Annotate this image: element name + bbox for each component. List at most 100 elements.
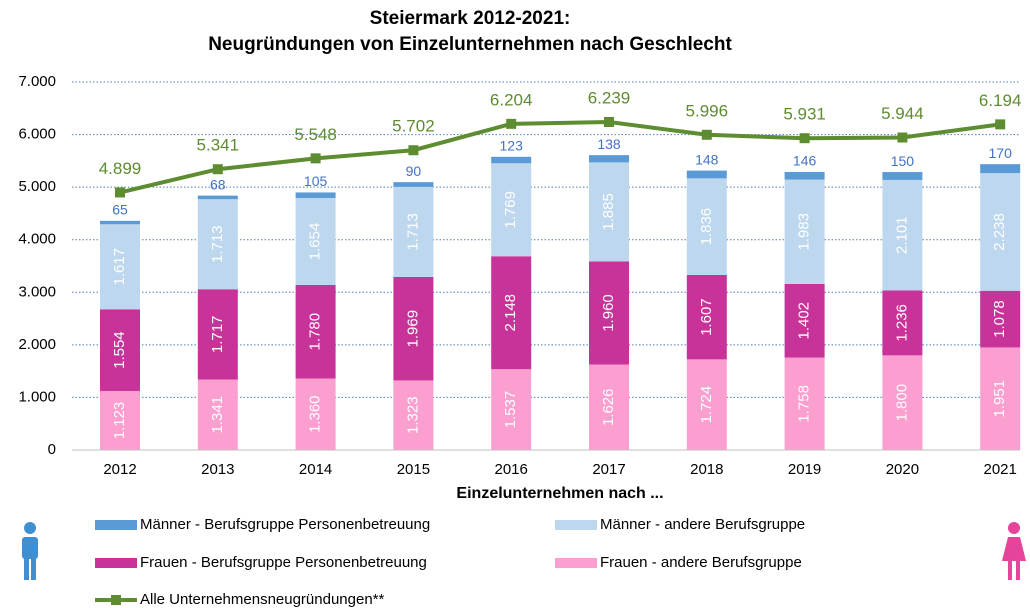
data-label: 1.607 <box>698 298 715 336</box>
data-label: 5.341 <box>197 136 240 155</box>
line-marker <box>212 164 223 175</box>
data-label: 1.724 <box>698 386 715 424</box>
bar-segment <box>295 197 336 285</box>
data-label: 68 <box>210 176 226 192</box>
data-label: 1.836 <box>698 208 715 246</box>
data-label: 1.951 <box>991 380 1008 418</box>
x-tick-label: 2015 <box>397 461 430 478</box>
data-label: 1.800 <box>893 384 910 422</box>
data-label: 105 <box>304 173 328 189</box>
data-label: 146 <box>793 153 817 169</box>
bar-segment <box>882 179 923 291</box>
x-tick-label: 2019 <box>788 461 821 478</box>
data-label: 65 <box>112 202 128 218</box>
bar-segment <box>980 347 1021 450</box>
male-icon <box>22 522 38 580</box>
bar-segment <box>882 290 923 356</box>
x-tick-label: 2018 <box>690 461 723 478</box>
bar-segment <box>295 284 336 379</box>
x-tick-label: 2012 <box>103 461 136 478</box>
data-label: 6.204 <box>490 90 533 109</box>
x-tick-label: 2020 <box>886 461 919 478</box>
line-marker <box>897 132 908 143</box>
data-label: 1.554 <box>111 331 128 369</box>
data-label: 1.885 <box>600 193 617 231</box>
line-marker <box>408 145 419 156</box>
data-label: 170 <box>989 145 1013 161</box>
line-marker <box>604 117 614 128</box>
bar-segment <box>491 256 532 370</box>
bar-segment <box>589 261 629 365</box>
female-icon <box>1002 522 1026 580</box>
data-label: 1.236 <box>893 304 910 342</box>
legend-label: Männer - andere Berufsgruppe <box>600 516 805 533</box>
bar-segment <box>784 357 825 450</box>
data-label: 1.960 <box>600 294 617 332</box>
data-label: 1.617 <box>111 248 128 286</box>
bar-segment <box>589 364 629 450</box>
legend-label: Männer - Berufsgruppe Personenbetreuung <box>140 516 430 533</box>
bar-segment <box>980 164 1021 174</box>
bar-segment <box>393 380 434 450</box>
x-tick-label: 2017 <box>592 461 625 478</box>
bar-segment <box>686 170 727 179</box>
data-label: 6.194 <box>979 91 1022 110</box>
bar-segment <box>100 390 140 450</box>
line <box>119 120 1001 195</box>
bar-segment <box>197 199 238 290</box>
chart-subtitle: Neugründungen von Einzelunternehmen nach… <box>208 34 732 55</box>
bar-segment <box>393 182 434 187</box>
data-label: 150 <box>891 153 915 169</box>
legend-swatch <box>555 520 597 530</box>
line-marker <box>701 129 712 140</box>
data-label: 5.548 <box>294 125 337 144</box>
y-tick-label: 1.000 <box>18 388 56 405</box>
data-label: 2.148 <box>502 294 519 332</box>
data-label: 5.931 <box>783 105 826 124</box>
legend-label: Alle Unternehmensneugründungen** <box>140 591 385 608</box>
data-label: 1.537 <box>502 391 519 429</box>
bar-segment <box>882 355 923 450</box>
data-label: 2.238 <box>991 213 1008 251</box>
data-label: 1.078 <box>991 300 1008 338</box>
line-marker <box>799 133 810 144</box>
data-label: 1.983 <box>796 213 813 251</box>
y-tick-label: 4.000 <box>18 231 56 248</box>
data-label: 4.899 <box>99 159 142 178</box>
line-marker <box>995 119 1006 130</box>
data-label: 1.717 <box>209 316 226 354</box>
data-label: 5.944 <box>881 104 924 123</box>
data-label: 1.626 <box>600 388 617 426</box>
legend-swatch <box>95 520 137 530</box>
data-label: 1.654 <box>307 223 324 261</box>
bar-segment <box>393 276 434 381</box>
data-label: 1.402 <box>796 302 813 340</box>
data-label: 1.769 <box>502 191 519 229</box>
chart-title: Steiermark 2012-2021: <box>370 8 571 29</box>
legend-swatch <box>95 558 137 568</box>
data-label: 5.702 <box>392 117 435 136</box>
bar-segment <box>686 274 727 360</box>
data-label: 2.101 <box>893 216 910 254</box>
y-tick-label: 2.000 <box>18 336 56 353</box>
legend-label: Frauen - Berufsgruppe Personenbetreuung <box>140 554 427 571</box>
bar-segment <box>100 224 140 310</box>
data-label: 123 <box>500 138 524 154</box>
bar-segment <box>686 359 727 450</box>
bar-segment <box>686 178 727 275</box>
data-label: 1.341 <box>209 396 226 434</box>
x-axis-title: Einzelunternehmen nach ... <box>456 485 663 502</box>
legend-label: Frauen - andere Berufsgruppe <box>600 554 802 571</box>
bar-segment <box>197 379 238 450</box>
legend-marker <box>111 595 121 605</box>
y-tick-label: 6.000 <box>18 126 56 143</box>
bar-segment <box>393 186 434 277</box>
x-tick-label: 2016 <box>495 461 528 478</box>
bar-segment <box>100 309 140 391</box>
bar-segment <box>197 195 238 200</box>
data-label: 6.239 <box>588 88 631 107</box>
bar-segment <box>197 289 238 380</box>
y-tick-label: 5.000 <box>18 178 56 195</box>
y-tick-label: 7.000 <box>18 73 56 90</box>
bar-segment <box>980 290 1021 348</box>
